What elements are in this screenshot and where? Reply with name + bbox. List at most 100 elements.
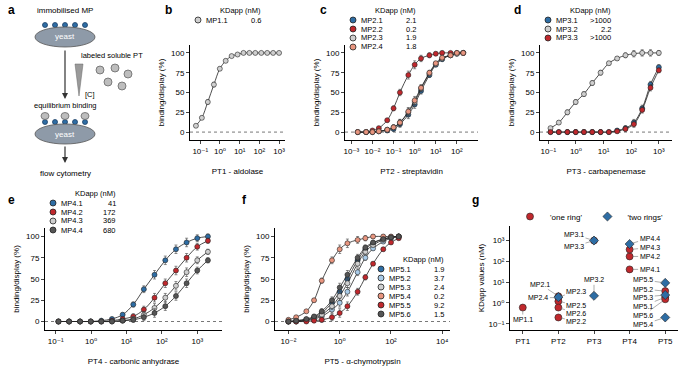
svg-text:PT3: PT3 (587, 337, 602, 346)
svg-text:MP5.5: MP5.5 (389, 301, 411, 310)
svg-text:KDapp (nM): KDapp (nM) (75, 189, 116, 198)
svg-text:2.2: 2.2 (601, 25, 611, 34)
svg-text:9.2: 9.2 (434, 301, 444, 310)
svg-text:10⁻¹: 10⁻¹ (489, 320, 505, 329)
svg-text:10⁻²: 10⁻² (365, 147, 381, 156)
svg-text:MP5.4: MP5.4 (633, 321, 653, 328)
svg-text:MP1.1: MP1.1 (513, 316, 533, 323)
svg-text:MP4.3: MP4.3 (61, 216, 83, 225)
svg-text:10⁰: 10⁰ (492, 299, 504, 308)
svg-text:MP5.3: MP5.3 (633, 294, 653, 301)
svg-text:0: 0 (335, 128, 340, 137)
svg-text:25: 25 (30, 296, 39, 305)
svg-text:PT1 - aldolase: PT1 - aldolase (212, 167, 264, 176)
svg-text:10²: 10² (156, 337, 168, 346)
svg-text:PT5 - α-chymotrypsin: PT5 - α-chymotrypsin (324, 357, 400, 366)
svg-text:MP5.1: MP5.1 (389, 265, 411, 274)
svg-text:MP3.3: MP3.3 (564, 243, 584, 250)
svg-text:'one ring': 'one ring' (550, 213, 582, 222)
svg-text:equilibrium binding: equilibrium binding (34, 101, 97, 110)
svg-text:0.6: 0.6 (251, 16, 261, 25)
svg-text:a: a (8, 3, 15, 17)
svg-text:10⁰: 10⁰ (214, 147, 226, 156)
svg-text:MP2.3: MP2.3 (361, 33, 383, 42)
svg-text:10³: 10³ (273, 147, 285, 156)
svg-text:0: 0 (180, 128, 185, 137)
svg-text:1.8: 1.8 (406, 42, 416, 51)
svg-text:MP5.6: MP5.6 (389, 310, 411, 319)
svg-text:25: 25 (175, 108, 184, 117)
svg-text:KDapp (nM): KDapp (nM) (220, 6, 261, 15)
svg-text:0: 0 (265, 317, 270, 326)
svg-text:flow cytometry: flow cytometry (40, 169, 91, 178)
svg-text:MP4.1: MP4.1 (640, 266, 660, 273)
svg-text:MP1.1: MP1.1 (206, 16, 228, 25)
svg-text:10¹: 10¹ (121, 337, 133, 346)
svg-text:10²: 10² (493, 257, 505, 266)
svg-text:MP5.2: MP5.2 (389, 274, 411, 283)
svg-text:binding/display (%): binding/display (%) (12, 245, 21, 313)
svg-text:MP3.2: MP3.2 (584, 276, 604, 283)
svg-text:1.9: 1.9 (434, 265, 444, 274)
svg-text:f: f (242, 193, 247, 207)
svg-text:MP3.2: MP3.2 (556, 25, 578, 34)
svg-text:PT4 - carbonic anhydrase: PT4 - carbonic anhydrase (88, 357, 180, 366)
svg-text:binding/display (%): binding/display (%) (507, 58, 516, 126)
svg-text:100: 100 (26, 232, 40, 241)
svg-text:d: d (514, 3, 521, 17)
svg-text:100: 100 (521, 49, 535, 58)
svg-text:10⁰: 10⁰ (409, 147, 421, 156)
svg-text:25: 25 (330, 108, 339, 117)
svg-text:PT1: PT1 (515, 337, 530, 346)
svg-text:[C]: [C] (85, 90, 95, 99)
svg-text:10¹: 10¹ (598, 147, 610, 156)
svg-text:binding/display (%): binding/display (%) (312, 58, 321, 126)
svg-text:75: 75 (260, 254, 269, 263)
svg-text:10³: 10³ (191, 337, 203, 346)
svg-text:MP3.1: MP3.1 (564, 231, 584, 238)
svg-text:0.2: 0.2 (406, 25, 416, 34)
svg-text:75: 75 (330, 69, 339, 78)
svg-text:immobilised MP: immobilised MP (37, 6, 93, 15)
svg-text:MP5.1: MP5.1 (633, 303, 653, 310)
svg-text:MP4.2: MP4.2 (640, 253, 660, 260)
svg-text:MP5.5: MP5.5 (633, 276, 653, 283)
svg-text:MP4.1: MP4.1 (61, 199, 83, 208)
svg-text:1.9: 1.9 (406, 33, 416, 42)
svg-text:MP2.4: MP2.4 (528, 294, 548, 301)
svg-text:25: 25 (260, 296, 269, 305)
svg-text:MP2.1: MP2.1 (530, 281, 550, 288)
svg-text:10⁻¹: 10⁻¹ (192, 147, 208, 156)
svg-text:2.1: 2.1 (406, 16, 416, 25)
svg-text:3.7: 3.7 (434, 274, 444, 283)
svg-text:10⁻¹: 10⁻¹ (48, 337, 64, 346)
svg-text:g: g (472, 193, 479, 207)
svg-text:MP2.2: MP2.2 (566, 318, 586, 325)
svg-text:10⁻²: 10⁻² (281, 337, 297, 346)
svg-text:yeast: yeast (55, 32, 75, 41)
svg-text:10⁰: 10⁰ (85, 337, 97, 346)
svg-text:MP3.3: MP3.3 (556, 33, 578, 42)
svg-text:1.5: 1.5 (434, 310, 444, 319)
svg-text:KDapp values (nM): KDapp values (nM) (477, 243, 486, 312)
svg-text:10²: 10² (625, 147, 637, 156)
svg-text:10¹: 10¹ (234, 147, 246, 156)
svg-text:MP2.4: MP2.4 (361, 42, 383, 51)
svg-text:binding/display (%): binding/display (%) (157, 58, 166, 126)
svg-text:PT2: PT2 (551, 337, 566, 346)
svg-text:MP5.4: MP5.4 (389, 292, 411, 301)
svg-text:KDapp (nM): KDapp (nM) (403, 255, 444, 264)
svg-text:100: 100 (171, 49, 185, 58)
svg-text:MP2.3: MP2.3 (566, 288, 586, 295)
svg-text:c: c (320, 3, 327, 17)
svg-text:10⁻¹: 10⁻¹ (540, 147, 556, 156)
svg-text:MP5.3: MP5.3 (389, 283, 411, 292)
svg-text:MP2.2: MP2.2 (361, 25, 383, 34)
svg-text:binding/display (%): binding/display (%) (242, 245, 251, 313)
svg-text:172: 172 (103, 208, 116, 217)
svg-text:MP5.2: MP5.2 (633, 286, 653, 293)
svg-text:MP4.3: MP4.3 (640, 244, 660, 251)
svg-text:10⁻¹: 10⁻¹ (386, 147, 402, 156)
svg-text:yeast: yeast (55, 130, 75, 139)
svg-text:680: 680 (103, 226, 116, 235)
